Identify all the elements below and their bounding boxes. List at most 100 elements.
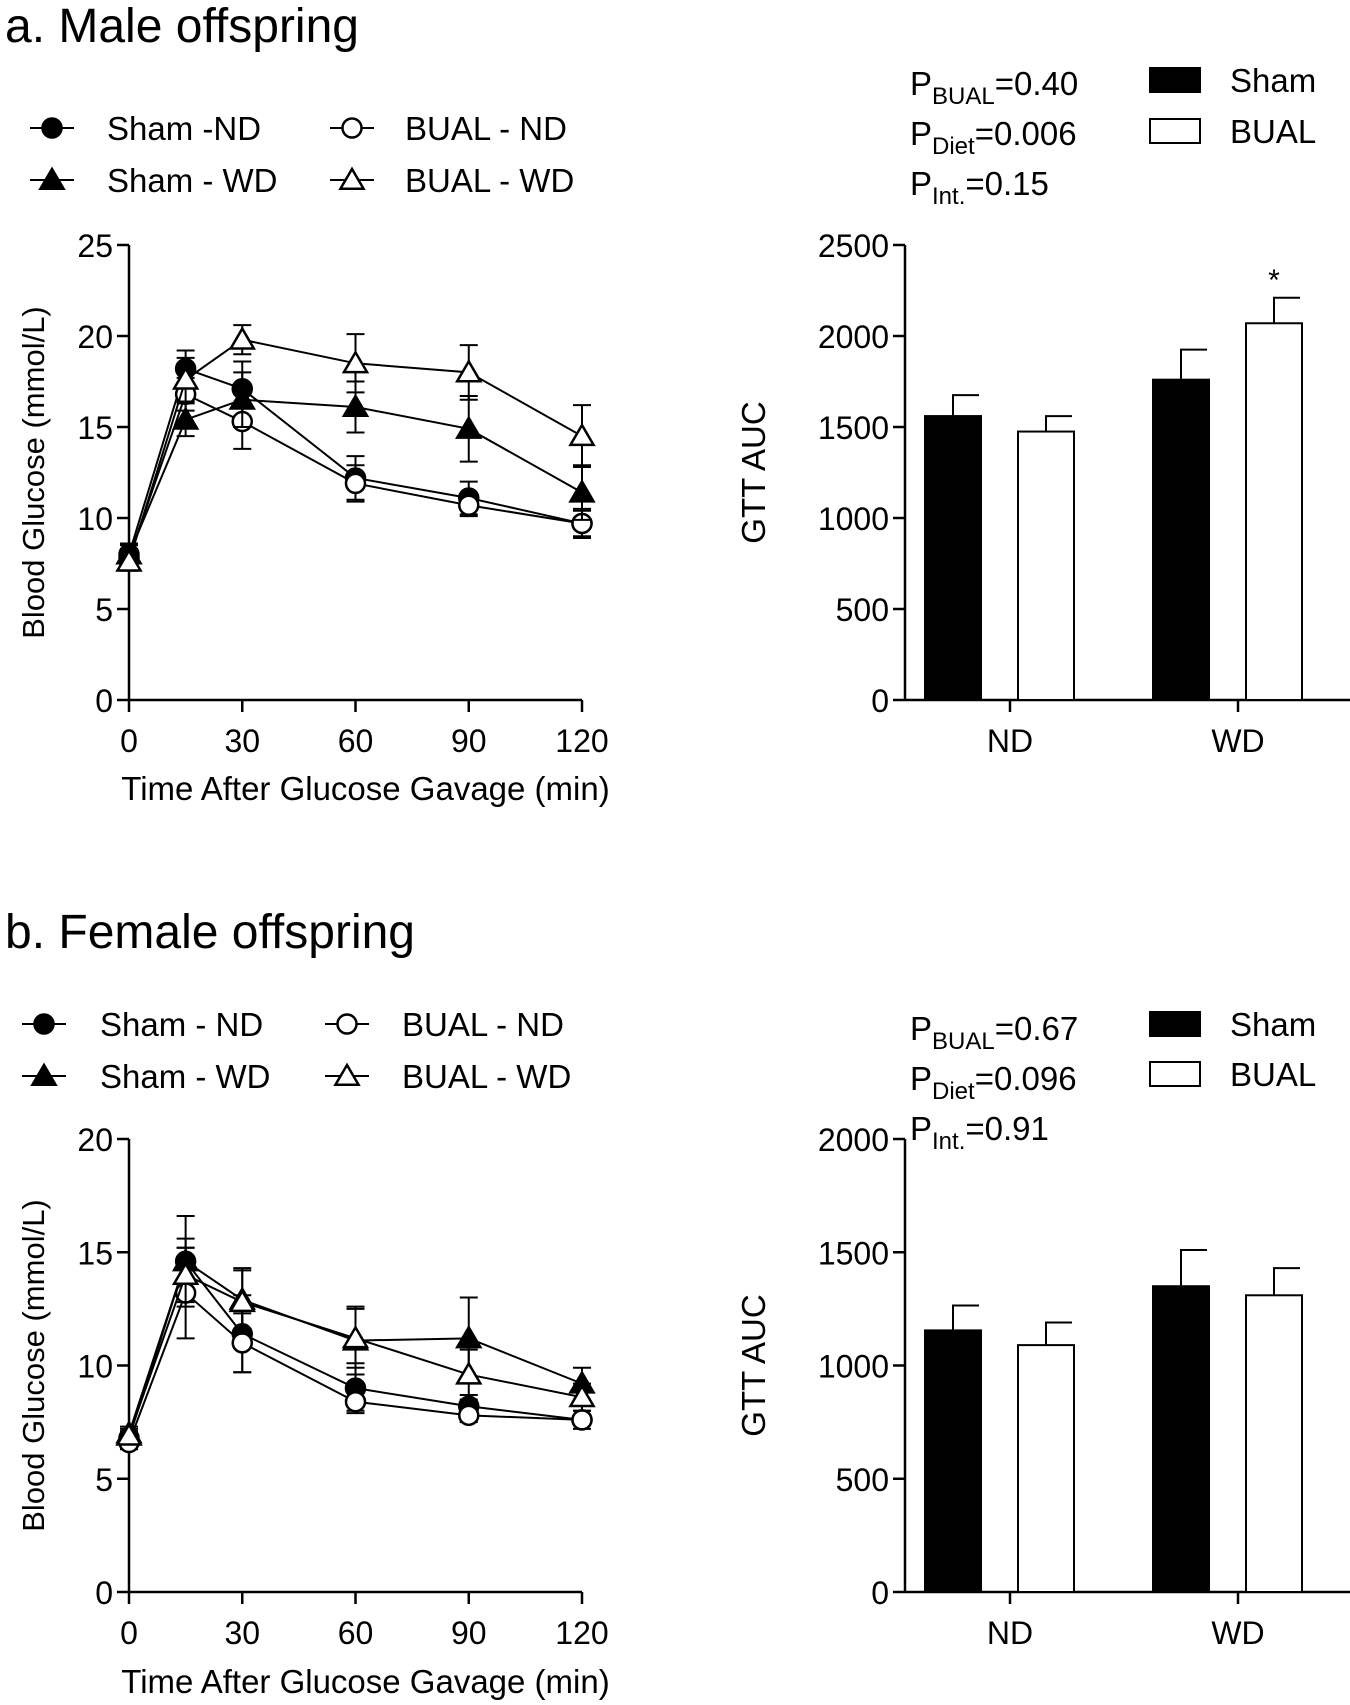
- y-tick-label: 1000: [818, 501, 889, 537]
- legend-marker: [338, 166, 366, 191]
- legend-label: BUAL: [1230, 1056, 1316, 1093]
- significance-marker: *: [1268, 264, 1280, 297]
- data-point: [455, 1324, 483, 1349]
- legend-label: Sham -ND: [107, 110, 261, 147]
- data-point: [344, 472, 367, 495]
- series-sham-wd: [115, 371, 596, 565]
- y-tick-label: 1500: [818, 1235, 889, 1271]
- data-point: [341, 1324, 370, 1349]
- y-tick-label: 500: [836, 1462, 889, 1498]
- x-axis-label: Time After Glucose Gavage (min): [121, 770, 609, 807]
- pstat-int-female: PInt.=0.91: [910, 1110, 1049, 1155]
- legend-marker: [333, 1062, 361, 1087]
- y-tick-label: 10: [77, 501, 113, 537]
- female-pstats: PBUAL=0.67 PDiet=0.096 PInt.=0.91: [910, 1010, 1078, 1155]
- data-point: [344, 1390, 367, 1413]
- legend-swatch: [1149, 1011, 1201, 1037]
- y-tick-label: 2000: [818, 319, 889, 355]
- y-tick-label: 5: [95, 1462, 113, 1498]
- legend-marker: [41, 117, 63, 139]
- pstat-diet-female: PDiet=0.096: [910, 1060, 1077, 1105]
- panel-b-title: b. Female offspring: [5, 906, 415, 959]
- legend: Sham BUAL: [1149, 62, 1316, 150]
- data-point: [568, 422, 596, 447]
- y-tick-label: 0: [95, 683, 113, 719]
- bar-bual-nd: [1017, 1344, 1075, 1593]
- series-line: [128, 367, 583, 555]
- data-point: [228, 1288, 256, 1313]
- legend-label: BUAL - ND: [405, 110, 567, 147]
- legend-marker: [336, 1013, 358, 1035]
- y-tick-label: 2500: [818, 228, 889, 264]
- x-tick-label: 60: [338, 1615, 374, 1651]
- legend-label: Sham - WD: [107, 162, 278, 199]
- x-axis-label: Time After Glucose Gavage (min): [121, 1663, 609, 1700]
- legend: Sham BUAL: [1149, 1006, 1316, 1093]
- y-tick-label: 1000: [818, 1349, 889, 1385]
- data-point: [341, 393, 370, 418]
- data-point: [228, 326, 256, 350]
- female-gtt-chart: 0 5 10 15 20 0 30 60 90 120 Time After Glucose Gav…: [16, 1006, 610, 1700]
- y-tick-label: 10: [77, 1349, 113, 1385]
- y-tick-label: 2000: [818, 1122, 889, 1158]
- y-axis-label: Blood Glucose (mmol/L): [16, 306, 51, 639]
- bar-sham-wd: [1152, 1285, 1210, 1593]
- legend-label: BUAL - ND: [402, 1006, 564, 1043]
- pstat-bual-male: PBUAL=0.40: [910, 65, 1078, 110]
- data-point: [231, 1332, 253, 1354]
- data-point: [455, 358, 483, 383]
- bar-bual-nd: [1017, 430, 1075, 701]
- legend-marker: [30, 1062, 58, 1087]
- y-tick-label: 20: [77, 1122, 113, 1158]
- x-tick-label: WD: [1211, 723, 1264, 759]
- y-tick-label: 0: [871, 683, 889, 719]
- series-line: [128, 1291, 583, 1443]
- y-axis-label: GTT AUC: [735, 1294, 772, 1436]
- data-point: [568, 1383, 596, 1408]
- bar-sham-nd: [924, 1329, 982, 1593]
- panel-a-title: a. Male offspring: [5, 0, 359, 53]
- legend-label: BUAL - WD: [405, 162, 574, 199]
- x-tick-label: 30: [224, 723, 260, 759]
- y-tick-label: 15: [77, 1235, 113, 1271]
- data-point: [455, 415, 483, 439]
- x-tick-label: WD: [1211, 1615, 1264, 1651]
- series-bual-wd: [115, 1246, 596, 1446]
- data-point: [171, 406, 200, 430]
- male-pstats: PBUAL=0.40 PDiet=0.006 PInt.=0.15: [910, 65, 1078, 210]
- x-tick-label: 90: [451, 1615, 487, 1651]
- male-auc-chart: 0 500 1000 1500 2000 2500 GTT AUC ND WD * Sham BUAL: [735, 62, 1350, 759]
- data-point: [455, 1361, 483, 1385]
- pstat-diet-male: PDiet=0.006: [910, 115, 1077, 160]
- data-point: [458, 1404, 480, 1427]
- data-point: [228, 386, 256, 410]
- data-point: [458, 494, 480, 517]
- x-tick-label: 120: [555, 723, 608, 759]
- series-bual-wd: [115, 324, 596, 572]
- x-tick-label: 120: [555, 1615, 608, 1651]
- legend-label: BUAL - WD: [402, 1058, 571, 1095]
- legend-label: Sham - ND: [100, 1006, 263, 1043]
- pstat-bual-female: PBUAL=0.67: [910, 1010, 1078, 1055]
- x-tick-label: 30: [224, 1615, 260, 1651]
- legend: Sham -ND BUAL - ND Sham - WD BUAL - WD: [30, 110, 574, 199]
- legend-marker: [33, 1013, 55, 1035]
- y-tick-label: 1500: [818, 410, 889, 446]
- series-line: [128, 392, 583, 559]
- series-line: [128, 1273, 583, 1437]
- x-tick-label: 0: [120, 723, 138, 759]
- y-axis-label: Blood Glucose (mmol/L): [16, 1199, 51, 1532]
- series-line: [128, 338, 583, 562]
- legend-label: Sham: [1230, 1006, 1316, 1043]
- data-point: [115, 548, 143, 572]
- data-point: [171, 1261, 200, 1285]
- bar-bual-wd: [1245, 1294, 1303, 1594]
- legend: Sham - ND BUAL - ND Sham - WD BUAL - WD: [22, 1006, 571, 1095]
- legend-marker: [341, 117, 363, 139]
- legend-marker: [38, 166, 66, 191]
- y-tick-label: 15: [77, 410, 113, 446]
- female-auc-chart: 0 500 1000 1500 2000 GTT AUC ND WD Sham BUAL: [735, 1006, 1350, 1651]
- y-tick-label: 0: [871, 1575, 889, 1611]
- x-tick-label: ND: [987, 1615, 1033, 1651]
- y-tick-label: 5: [95, 592, 113, 628]
